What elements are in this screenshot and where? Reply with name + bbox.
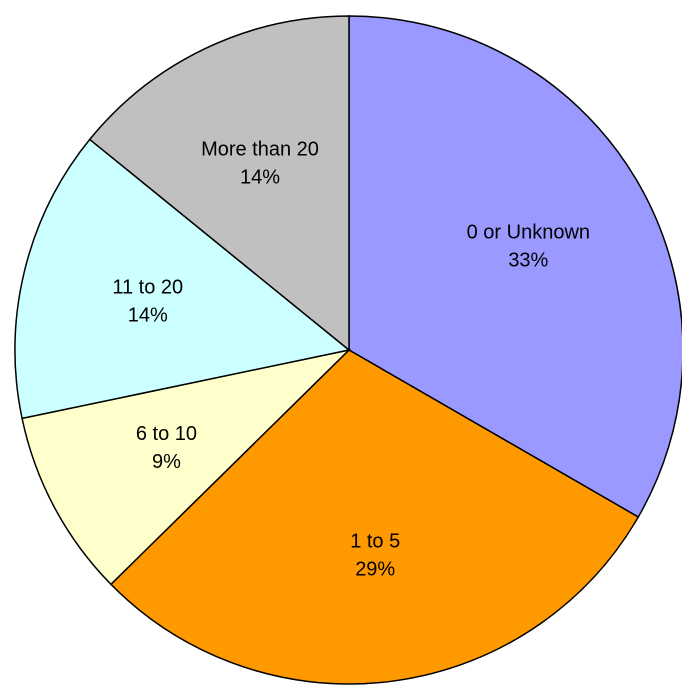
slice-label: 11 to 20 bbox=[112, 276, 183, 298]
pie-slice bbox=[14, 138, 351, 420]
pie-slice bbox=[348, 15, 682, 519]
slice-value-label: 14% bbox=[240, 166, 280, 188]
pie-slice bbox=[109, 349, 640, 685]
slice-value-label: 29% bbox=[355, 559, 395, 581]
slice-label: 1 to 5 bbox=[350, 531, 400, 553]
slice-label: More than 20 bbox=[201, 138, 319, 160]
slice-label: 6 to 10 bbox=[136, 423, 197, 445]
pie-slice bbox=[21, 348, 352, 586]
slice-label: 0 or Unknown bbox=[467, 222, 590, 244]
pie-slice bbox=[88, 15, 350, 352]
slice-value-label: 14% bbox=[128, 304, 168, 326]
slice-value-label: 9% bbox=[152, 451, 181, 473]
slice-value-label: 33% bbox=[508, 250, 548, 272]
